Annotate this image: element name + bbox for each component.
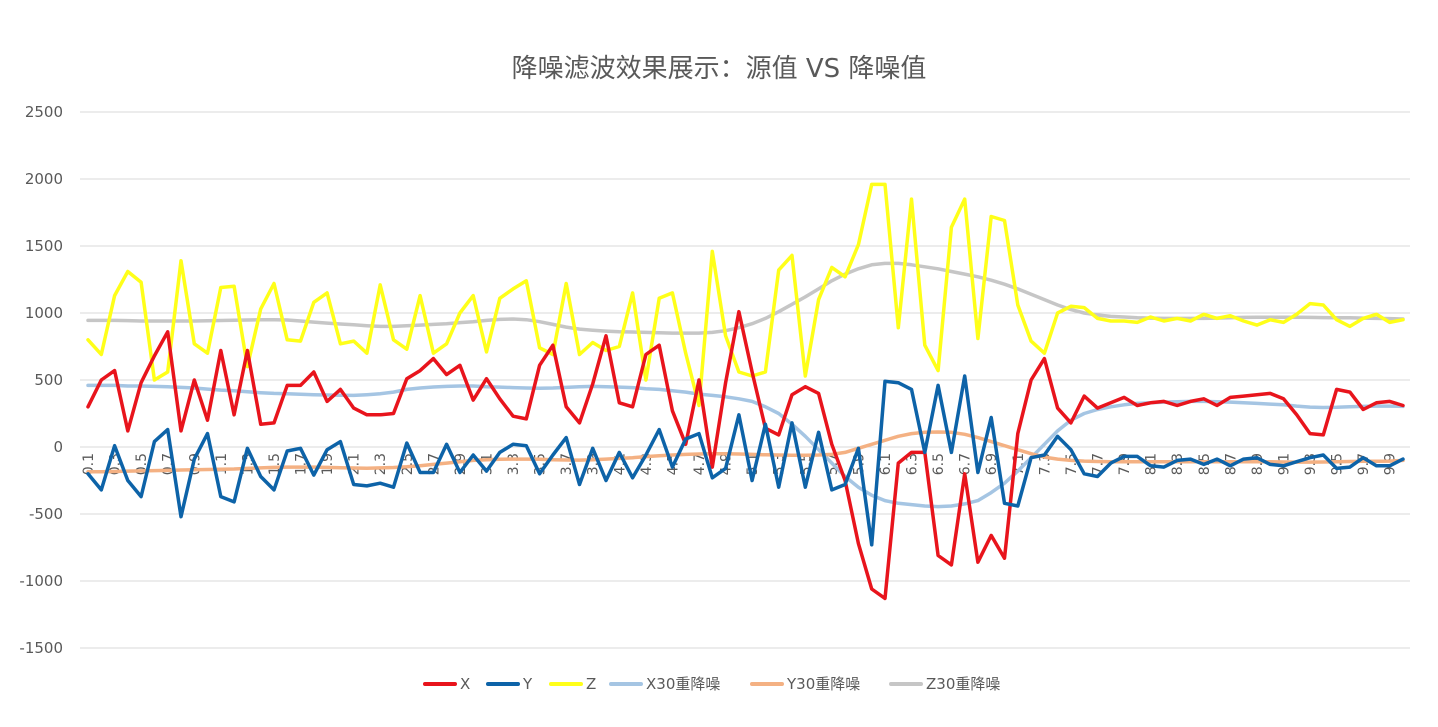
legend-label: Z30重降噪 <box>926 675 1000 693</box>
x-tick-label: 0.1 <box>81 453 97 475</box>
legend-label: X <box>460 675 470 693</box>
x-tick-label: 1.5 <box>267 453 283 475</box>
series-line-6 <box>86 261 1405 335</box>
x-tick-label: 2.3 <box>373 453 389 475</box>
legend: X Y Z X30重降噪 Y30重降噪 Z30重降噪 <box>423 675 1000 693</box>
y-tick-label: 1500 <box>25 237 63 255</box>
series-lines <box>86 182 1405 601</box>
series-line-4 <box>86 383 1405 509</box>
x-tick-label: 9.5 <box>1330 453 1346 475</box>
x-tick-label: 6.1 <box>878 453 894 475</box>
x-tick-label: 3.3 <box>506 453 522 475</box>
y-tick-label: -1000 <box>19 572 63 590</box>
x-tick-label: 6.7 <box>958 453 974 475</box>
y-tick-label: 0 <box>53 438 63 456</box>
y-tick-label: 1000 <box>25 304 63 322</box>
chart-title: 降噪滤波效果展示：源值 VS 降噪值 <box>511 54 927 84</box>
y-tick-label: 500 <box>34 371 63 389</box>
x-tick-label: 6.5 <box>931 453 947 475</box>
y-tick-label: -1500 <box>19 639 63 657</box>
series-line-1 <box>86 309 1405 601</box>
legend-label: Z <box>586 675 596 693</box>
y-tick-label: 2000 <box>25 170 63 188</box>
series-line-3 <box>86 182 1405 408</box>
x-tick-label: 4.7 <box>692 453 708 475</box>
x-tick-label: 6.3 <box>905 453 921 475</box>
series-line-2 <box>86 374 1405 547</box>
y-tick-label: 2500 <box>25 103 63 121</box>
y-axis-ticks: 2500 2000 1500 1000 500 0 -500 -1000 -1500 <box>19 103 63 657</box>
legend-label: Y <box>522 675 533 693</box>
x-tick-label: 8.1 <box>1144 453 1160 475</box>
gridlines <box>80 111 1410 649</box>
y-tick-label: -500 <box>29 505 63 523</box>
legend-label: X30重降噪 <box>646 675 720 693</box>
legend-label: Y30重降噪 <box>786 675 860 693</box>
